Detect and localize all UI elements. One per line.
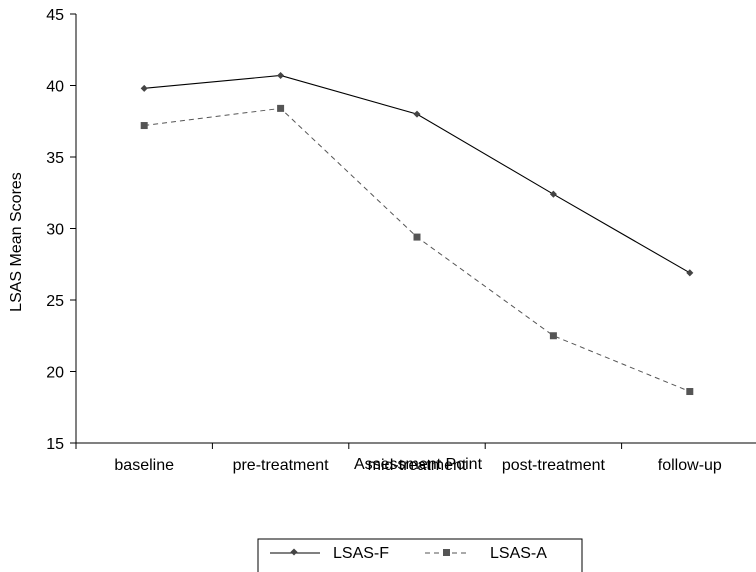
data-point [413,233,421,241]
y-tick-label: 25 [46,293,64,310]
x-tick-label: baseline [114,457,174,474]
legend-label-lsas-a: LSAS-A [490,545,547,562]
series-layer [140,71,694,396]
x-tick-label: follow-up [658,457,722,474]
legend: LSAS-F LSAS-A [257,538,583,572]
legend-marker-lsas-f [290,548,298,556]
y-tick-label: 20 [46,365,64,382]
y-tick-label: 30 [46,222,64,239]
legend-label-lsas-f: LSAS-F [333,545,389,562]
series-line-lsas-f [144,74,691,274]
data-point [413,110,421,118]
y-tick-label: 35 [46,150,64,167]
legend-box [257,538,583,572]
y-tick-label: 40 [46,79,64,96]
y-axis-label: LSAS Mean Scores [8,172,25,312]
x-axis: baseline pre-treatment mid-treatment post-t… [75,442,756,474]
y-axis: 15 20 25 30 35 40 45 [46,7,77,453]
legend-marker-lsas-a [443,549,450,556]
data-point [686,269,694,277]
data-point [549,190,557,198]
data-point [549,332,557,340]
y-tick-label: 15 [46,436,64,453]
data-point [277,71,285,80]
x-tick-label: mid-treatment [368,457,467,474]
data-point [686,388,694,396]
x-axis-label: Assessment Point [354,456,483,473]
series-line-lsas-a [144,107,690,392]
y-tick-label: 45 [46,7,64,24]
x-tick-label: pre-treatment [233,457,330,474]
data-point [140,84,148,92]
x-tick-label: post-treatment [502,457,606,474]
data-point [277,104,285,112]
data-point [140,122,148,130]
